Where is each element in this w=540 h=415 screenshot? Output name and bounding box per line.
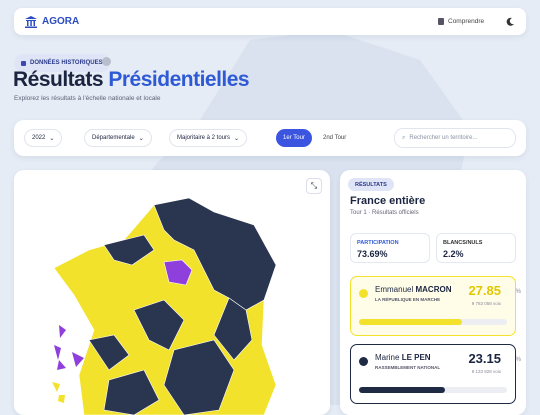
stat-card: PARTICIPATION 73.69%: [350, 233, 430, 263]
votes: 9 783 058 voix: [471, 301, 501, 306]
name-part: MACRON: [415, 285, 452, 294]
check-icon: [359, 289, 368, 298]
logo-icon: [25, 16, 37, 28]
candidate-card: Emmanuel MACRON LA RÉPUBLIQUE EN MARCHE 27…: [350, 276, 521, 336]
brand: AGORA: [42, 16, 80, 27]
stat-value: 73.69%: [357, 249, 388, 259]
votes: 8 133 828 voix: [471, 369, 501, 374]
level-select[interactable]: Départementale ⌄: [84, 129, 152, 147]
stat-value: 2.2%: [443, 249, 464, 259]
check-icon: [359, 357, 368, 366]
stat-label: PARTICIPATION: [357, 240, 399, 246]
candidate-card: Marine LE PEN RASSEMBLEMENT NATIONAL 23.15…: [350, 344, 521, 404]
france-map: [52, 197, 277, 415]
badge: RÉSULTATS: [348, 178, 394, 191]
subtitle: Explorez les résultats à l'échelle natio…: [14, 95, 161, 102]
score-bar: [359, 319, 463, 325]
search-input[interactable]: ⌕ Rechercher un territoire...: [394, 128, 516, 148]
stat-card: BLANCS/NULS 2.2%: [436, 233, 516, 263]
party: RASSEMBLEMENT NATIONAL: [375, 365, 441, 370]
fullscreen-button[interactable]: ⤡: [306, 178, 322, 194]
score: 23.15: [468, 351, 501, 366]
top-bar: AGORA Comprendre: [14, 8, 526, 35]
info-icon[interactable]: [102, 57, 111, 66]
map-panel: ⤡: [14, 170, 330, 415]
page: AGORA Comprendre DONNÉES HISTORIQUES Rés…: [13, 8, 526, 415]
nav-text: Comprendre: [448, 18, 485, 26]
panel-title: France entière: [350, 195, 426, 207]
filter-bar: 2022 ⌄ Départementale ⌄ Majoritaire à 2 to…: [14, 120, 526, 156]
tab-active[interactable]: 1er Tour: [276, 129, 312, 147]
unit: %: [515, 357, 521, 363]
year-select[interactable]: 2022 ⌄: [24, 129, 63, 147]
name-part: Marine: [375, 353, 402, 362]
candidate-name: Emmanuel MACRON: [375, 285, 451, 294]
party: LA RÉPUBLIQUE EN MARCHE: [375, 297, 441, 302]
panel-subtitle: Tour 1 · Résultats officiels: [350, 210, 419, 216]
badge: DONNÉES HISTORIQUES: [14, 54, 110, 72]
unit: %: [515, 289, 521, 295]
nav-link[interactable]: Comprendre: [438, 18, 484, 25]
bar-track: [359, 319, 507, 325]
score-bar: [359, 387, 445, 393]
name-part: LE PEN: [401, 353, 431, 362]
title: Résultats Présidentielles: [13, 68, 250, 91]
theme-toggle[interactable]: [506, 17, 515, 26]
score: 27.85: [468, 283, 501, 298]
name-part: Emmanuel: [375, 285, 416, 294]
bar-track: [359, 387, 507, 393]
candidate-name: Marine LE PEN: [375, 353, 431, 362]
tab[interactable]: 2nd Tour: [323, 135, 347, 141]
results-panel: RÉSULTATS France entière Tour 1 · Résult…: [340, 170, 526, 415]
stat-label: BLANCS/NULS: [443, 240, 483, 246]
mode-select[interactable]: Majoritaire à 2 tours ⌄: [169, 129, 248, 147]
